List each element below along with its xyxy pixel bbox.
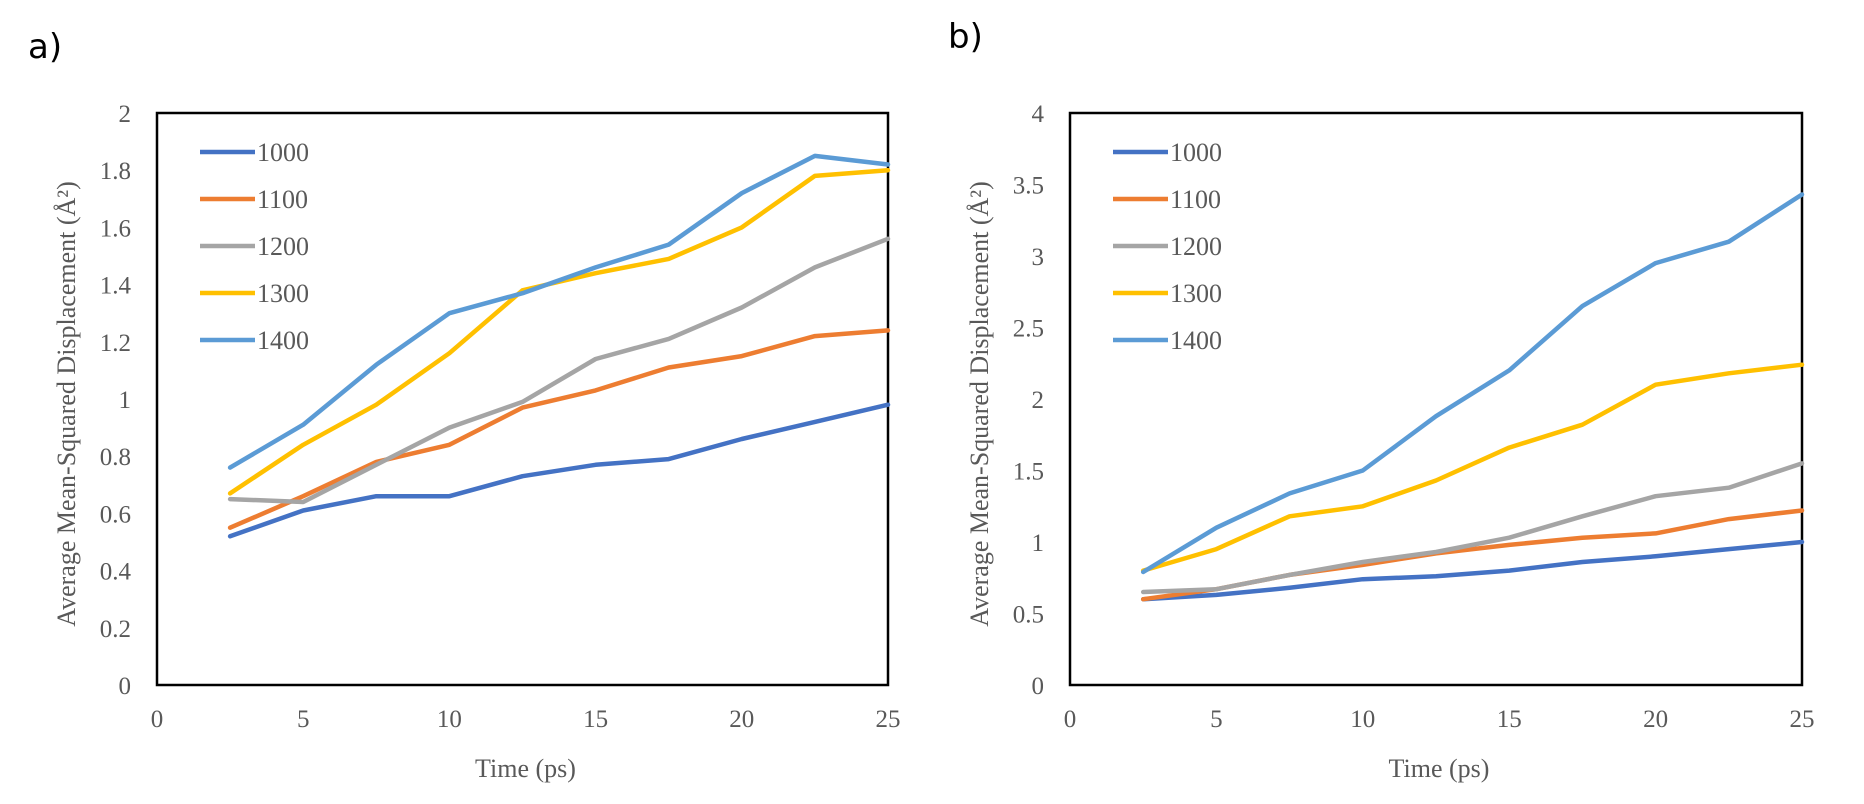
plot-area-frame: [1068, 111, 1804, 687]
y-tick-label: 3.5: [1013, 173, 1044, 200]
y-tick-label: 3: [1032, 244, 1045, 271]
panel-label: b): [948, 17, 983, 57]
x-tick-label: 10: [1350, 706, 1375, 733]
y-tick-label: 4: [1032, 101, 1045, 128]
legend-label-1400: 1400: [257, 326, 309, 355]
x-tick-label: 20: [1643, 706, 1668, 733]
x-axis-title: Time (ps): [1389, 754, 1490, 783]
x-tick-label: 0: [1064, 706, 1077, 733]
y-tick-label: 0.8: [100, 444, 131, 471]
y-tick-label: 1: [119, 387, 132, 414]
y-tick-label: 1.5: [1013, 459, 1044, 486]
x-tick-label: 20: [729, 706, 754, 733]
y-axis-title: Average Mean-Squared Displacement (Å²): [52, 181, 81, 627]
x-tick-label: 25: [1790, 706, 1815, 733]
x-tick-label: 5: [297, 706, 310, 733]
legend-label-1200: 1200: [257, 232, 309, 261]
x-tick-label: 0: [151, 706, 164, 733]
x-axis-title: Time (ps): [475, 754, 576, 783]
y-tick-label: 0.2: [100, 616, 131, 643]
y-tick-label: 1: [1032, 530, 1045, 557]
y-tick-label: 1.8: [100, 158, 131, 185]
y-tick-label: 0: [119, 673, 132, 700]
legend-label-1000: 1000: [257, 138, 309, 167]
y-tick-label: 1.6: [100, 215, 131, 242]
panel-label: a): [28, 27, 62, 67]
y-tick-label: 2.5: [1013, 316, 1044, 343]
series-line-1200: [227, 236, 891, 505]
chart-panel-b: b) 0 0.5 1 1.5 2 2.5 3 3.5 4 0 5 10 15 20 25 Time (ps) Av…: [948, 17, 1815, 783]
legend-label-1100: 1100: [1170, 185, 1221, 214]
y-tick-label: 0.6: [100, 501, 131, 528]
plot-area-frame: [155, 111, 890, 687]
x-tick-label: 25: [876, 706, 901, 733]
legend-label-1100: 1100: [257, 185, 308, 214]
y-tick-label: 2: [119, 101, 132, 128]
series-line-1400: [1140, 192, 1805, 575]
series-line-1200: [1140, 461, 1805, 595]
series-line-1000: [227, 402, 891, 539]
x-tick-label: 5: [1210, 706, 1223, 733]
y-axis-title: Average Mean-Squared Displacement (Å²): [965, 181, 994, 627]
x-tick-label: 15: [583, 706, 608, 733]
series-line-1400: [227, 153, 891, 470]
x-tick-label: 15: [1497, 706, 1522, 733]
y-tick-label: 0: [1032, 673, 1045, 700]
chart-panel-a: a)00.20.40.60.811.21.41.61.820 5 10 15 20 25T…: [28, 27, 901, 783]
legend-label-1300: 1300: [257, 279, 309, 308]
y-tick-label: 0.5: [1013, 602, 1044, 629]
y-tick-label: 1.4: [100, 273, 132, 300]
legend-label-1200: 1200: [1170, 232, 1222, 261]
y-tick-label: 0.4: [100, 559, 132, 586]
legend-label-1000: 1000: [1170, 138, 1222, 167]
y-tick-label: 1.2: [100, 330, 131, 357]
series-line-1100: [227, 328, 891, 530]
series-line-1300: [227, 167, 891, 496]
x-tick-label: 10: [437, 706, 462, 733]
series-line-1300: [1140, 362, 1805, 573]
legend-label-1300: 1300: [1170, 279, 1222, 308]
series-line-1000: [1140, 539, 1805, 602]
legend-label-1400: 1400: [1170, 326, 1222, 355]
y-tick-label: 2: [1032, 387, 1045, 414]
